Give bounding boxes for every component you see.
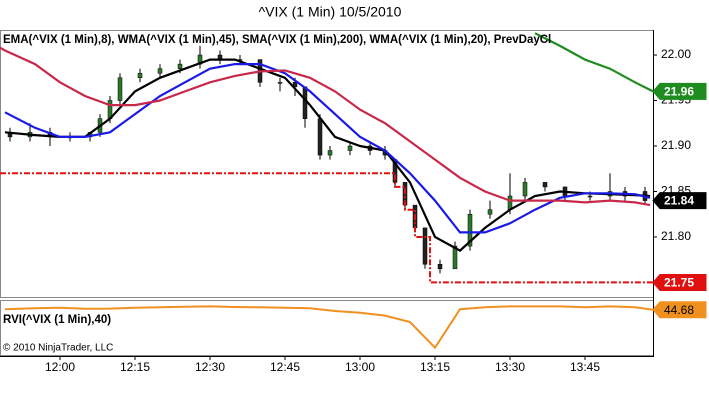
y-tick-label: 22.00 (661, 47, 691, 61)
x-tick-label: 13:30 (495, 360, 525, 374)
rvi-plot (4, 305, 653, 350)
x-tick-label: 12:30 (195, 360, 225, 374)
candle-body (117, 77, 123, 101)
indicator-line (0, 46, 651, 207)
candle-body (467, 213, 473, 247)
rvi-line (4, 305, 653, 350)
indicator-line (4, 58, 651, 252)
value-box-label: 21.84 (664, 194, 694, 208)
candle-body (347, 145, 353, 151)
indicator-line (0, 172, 653, 284)
value-box (652, 301, 707, 319)
value-box-label: 44.68 (664, 303, 694, 317)
value-box (652, 192, 707, 210)
indicator-line (4, 62, 651, 234)
candle-body (327, 150, 333, 156)
x-tick-label: 13:15 (420, 360, 450, 374)
candle-body (137, 72, 143, 79)
y-tick-label: 21.80 (661, 229, 691, 243)
x-tick-label: 12:15 (120, 360, 150, 374)
value-box-label: 21.96 (664, 85, 694, 99)
copyright: © 2010 NinjaTrader, LLC (3, 343, 113, 354)
candle-body (292, 82, 298, 88)
indicator-line (534, 32, 653, 93)
candle-body (507, 195, 513, 210)
indicator-label: EMA(^VIX (1 Min),8), WMA(^VIX (1 Min),45… (3, 34, 551, 46)
x-tick-label: 12:00 (45, 360, 75, 374)
candle-body (542, 182, 548, 188)
candle-body (422, 227, 428, 265)
candle-body (487, 209, 493, 215)
candle-body (317, 118, 323, 156)
value-box (652, 82, 707, 100)
chart-title: ^VIX (1 Min) 10/5/2010 (259, 4, 402, 20)
x-tick-label: 13:45 (570, 360, 600, 374)
value-box (652, 273, 707, 291)
candle-body (587, 195, 593, 198)
candle-body (277, 82, 283, 84)
y-tick-label: 21.90 (661, 138, 691, 152)
rvi-label: RVI(^VIX (1 Min),40) (3, 314, 111, 326)
candle-body (437, 264, 443, 270)
candle-body (452, 245, 458, 270)
candle-body (522, 182, 528, 197)
candle-body (157, 68, 163, 74)
price-plot (0, 32, 653, 284)
x-tick-label: 13:00 (345, 360, 375, 374)
candle-body (177, 63, 183, 69)
x-tick-label: 12:45 (270, 360, 300, 374)
value-box-label: 21.75 (664, 276, 694, 290)
